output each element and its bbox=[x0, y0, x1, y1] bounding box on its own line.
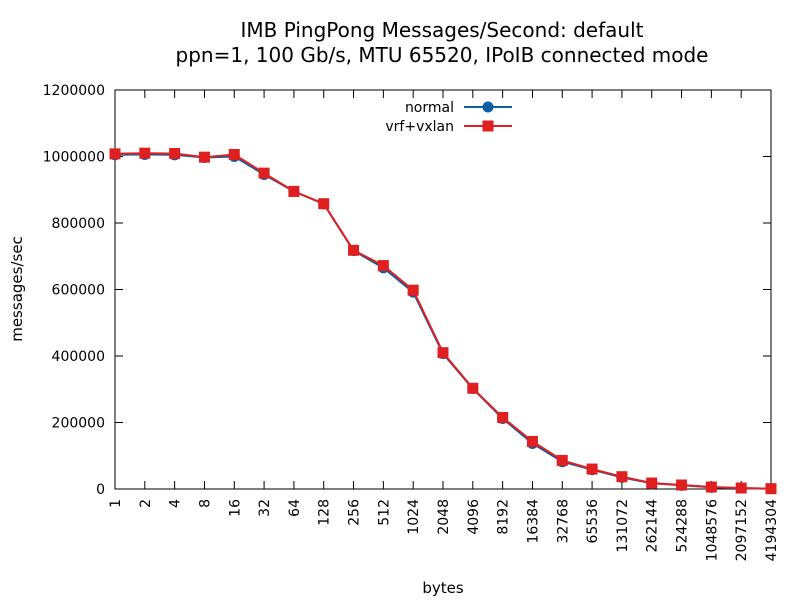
x-tick-label: 1 bbox=[108, 499, 124, 508]
y-tick-label: 1200000 bbox=[43, 83, 105, 99]
legend: normal vrf+vxlan bbox=[385, 100, 512, 135]
series-line bbox=[114, 152, 772, 490]
x-tick-label: 32768 bbox=[555, 499, 571, 544]
y-tick-label: 400000 bbox=[52, 349, 105, 365]
x-tick-label: 8192 bbox=[496, 499, 512, 535]
data-point bbox=[646, 477, 658, 489]
x-tick-label: 512 bbox=[376, 499, 392, 526]
x-tick-label: 131072 bbox=[615, 499, 631, 552]
x-tick-label: 4194304 bbox=[764, 499, 780, 561]
y-tick-label: 600000 bbox=[52, 283, 105, 299]
x-axis: 1 2 4 8 16 32 64 128 256 512 1024 2048 4096 8192 16384… bbox=[108, 90, 780, 561]
x-tick-label: 8 bbox=[197, 499, 213, 508]
data-point bbox=[437, 347, 449, 359]
legend-label: normal bbox=[405, 100, 454, 116]
legend-label: vrf+vxlan bbox=[385, 119, 454, 135]
series-layer bbox=[109, 147, 777, 495]
series-normal bbox=[109, 149, 777, 495]
y-tick-label: 200000 bbox=[52, 416, 105, 432]
data-point bbox=[258, 167, 270, 179]
x-tick-label: 1048576 bbox=[704, 499, 720, 561]
y-axis: 0 200000 400000 600000 800000 1000000 1200000 bbox=[43, 83, 771, 498]
data-point bbox=[705, 481, 717, 493]
data-point bbox=[497, 412, 509, 424]
x-axis-label: bytes bbox=[422, 579, 464, 597]
x-tick-label: 32 bbox=[257, 499, 273, 517]
chart-subtitle: ppn=1, 100 Gb/s, MTU 65520, IPoIB connec… bbox=[176, 43, 709, 67]
x-tick-label: 2097152 bbox=[734, 499, 750, 561]
data-point bbox=[228, 149, 240, 161]
y-tick-label: 800000 bbox=[52, 216, 105, 232]
x-tick-label: 16384 bbox=[525, 499, 541, 544]
x-tick-label: 65536 bbox=[585, 499, 601, 544]
data-point bbox=[109, 148, 121, 160]
y-tick-label: 1000000 bbox=[43, 150, 105, 166]
x-tick-label: 2048 bbox=[436, 499, 452, 535]
data-point bbox=[765, 483, 777, 495]
x-tick-label: 4096 bbox=[466, 499, 482, 535]
x-tick-label: 128 bbox=[317, 499, 333, 526]
legend-marker bbox=[482, 101, 494, 113]
x-tick-label: 64 bbox=[287, 499, 303, 517]
chart-title: IMB PingPong Messages/Second: default bbox=[241, 18, 644, 42]
y-axis-label: messages/sec bbox=[8, 236, 26, 342]
data-point bbox=[556, 454, 568, 466]
x-tick-label: 256 bbox=[347, 499, 363, 526]
x-tick-label: 1024 bbox=[406, 499, 422, 535]
data-point bbox=[318, 198, 330, 210]
data-point bbox=[348, 244, 360, 256]
plot-area bbox=[114, 89, 772, 490]
data-point bbox=[526, 435, 538, 447]
x-tick-label: 4 bbox=[168, 499, 184, 508]
data-point bbox=[735, 482, 747, 494]
y-tick-label: 0 bbox=[96, 482, 105, 498]
data-point bbox=[198, 151, 210, 163]
data-point bbox=[169, 148, 181, 160]
x-tick-label: 524288 bbox=[675, 499, 691, 552]
data-point bbox=[139, 147, 151, 159]
data-point bbox=[676, 479, 688, 491]
data-point bbox=[407, 284, 419, 296]
series-vrf-vxlan bbox=[109, 147, 777, 495]
x-tick-label: 2 bbox=[138, 499, 154, 508]
series-line bbox=[114, 153, 772, 490]
data-point bbox=[467, 382, 479, 394]
data-point bbox=[586, 463, 598, 475]
data-point bbox=[288, 185, 300, 197]
x-tick-label: 262144 bbox=[645, 499, 661, 553]
data-point bbox=[377, 260, 389, 272]
data-point bbox=[616, 471, 628, 483]
x-tick-label: 16 bbox=[227, 499, 243, 517]
legend-marker bbox=[482, 120, 494, 132]
